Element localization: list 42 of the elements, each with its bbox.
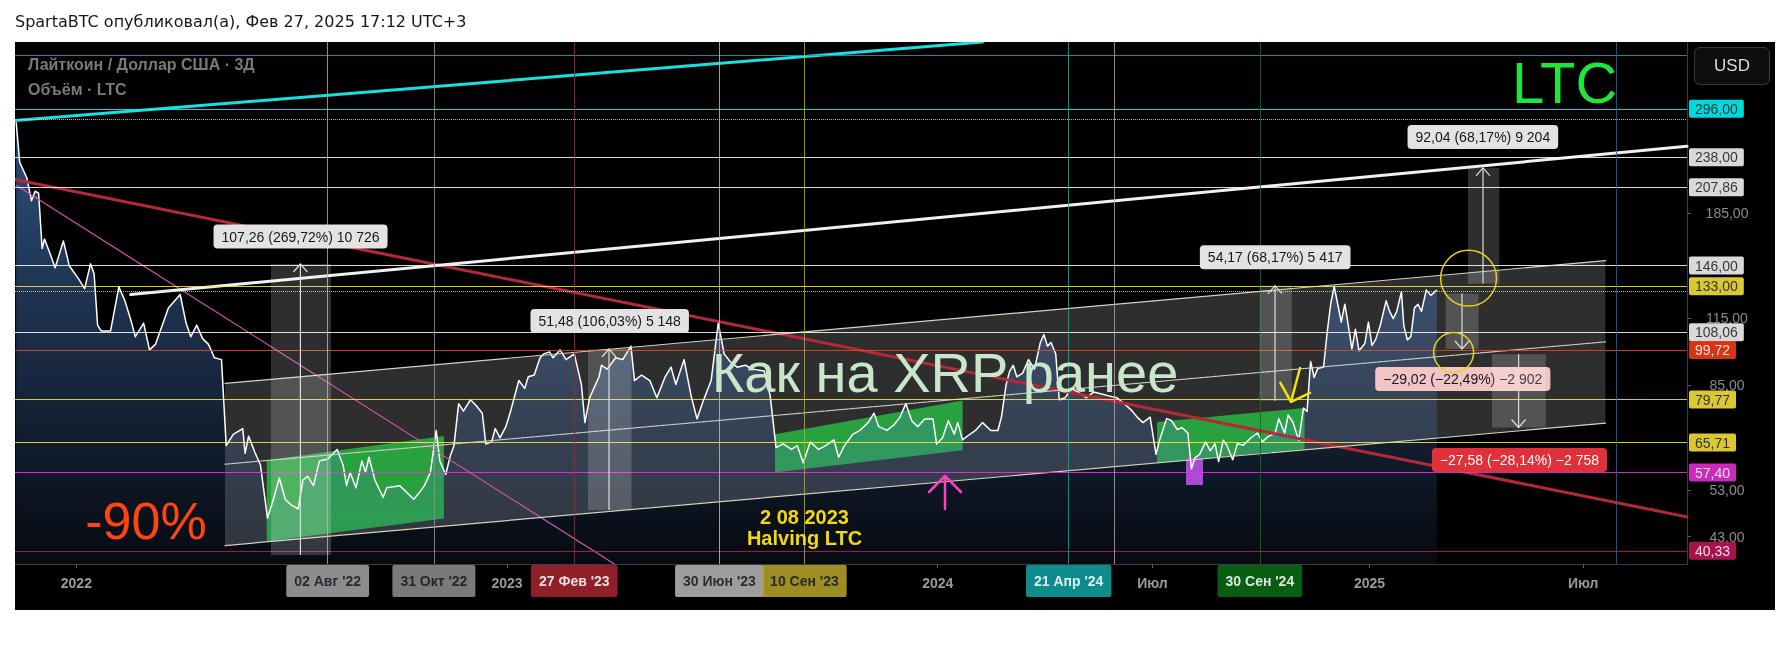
ref-line-label: 65,71 [1695,434,1731,451]
annotation: Лайткоин / Доллар США · 3Д [28,55,256,73]
annotation: 54,17 (68,17%) 5 417 [1207,249,1343,266]
ref-line-label: 40,33 [1695,542,1731,559]
ref-line-label: 10 Сен '23 [770,573,839,589]
chart-subtitle: SpartaBTC опубликовал(а), Фев 27, 2025 17:12 UTC+3 [15,12,467,32]
x-tick-label: 2024 [922,575,954,591]
x-tick-label: 2023 [491,575,523,591]
ref-line-label: 238,00 [1695,149,1739,166]
annotation: -90% [85,492,207,550]
x-tick-label: 2025 [1354,575,1386,591]
ref-line-label: 02 Авг '22 [294,573,362,589]
annotation: Объём · LTC [28,80,128,98]
ref-line-label: 296,00 [1695,100,1739,117]
x-tick-label: Июл [1137,575,1168,591]
annotation: 51,48 (106,03%) 5 148 [538,313,682,330]
ref-line-label: 27 Фев '23 [539,573,610,589]
chart-title: LTC [1512,49,1618,115]
ref-line-label: 133,00 [1695,278,1739,295]
ref-line-label: 21 Апр '24 [1034,573,1104,589]
ref-line-label: 30 Июн '23 [683,573,757,589]
x-tick-label: Июл [1567,575,1599,591]
ref-line-label: 30 Сен '24 [1225,573,1295,589]
ref-line-label: 108,06 [1695,324,1739,341]
annotation: 2 08 2023 [760,506,849,528]
annotation: −27,58 (−28,14%) −2 758 [1439,452,1600,469]
y-tick-label: 185,00 [1705,205,1749,221]
ref-line-label: 79,77 [1695,391,1731,408]
ref-line-label: 31 Окт '22 [400,573,468,589]
y-tick-label: 115,00 [1706,310,1749,327]
ref-line-label: 146,00 [1695,257,1739,274]
ref-line-label: 57,40 [1695,464,1731,481]
currency-button: USD [1694,47,1770,85]
annotation: 92,04 (68,17%) 9 204 [1415,128,1551,145]
annotation: −29,02 (−22,49%) −2 902 [1383,371,1543,388]
ref-line-label: 207,86 [1695,179,1739,196]
y-tick-label: 85,00 [1709,377,1745,394]
annotation: 107,26 (269,72%) 10 726 [221,228,380,245]
ref-line-label: 99,72 [1695,342,1731,359]
y-tick-label: 43,00 [1709,528,1745,545]
x-tick-label: 2022 [60,575,93,591]
y-tick-label: 53,00 [1709,482,1745,499]
